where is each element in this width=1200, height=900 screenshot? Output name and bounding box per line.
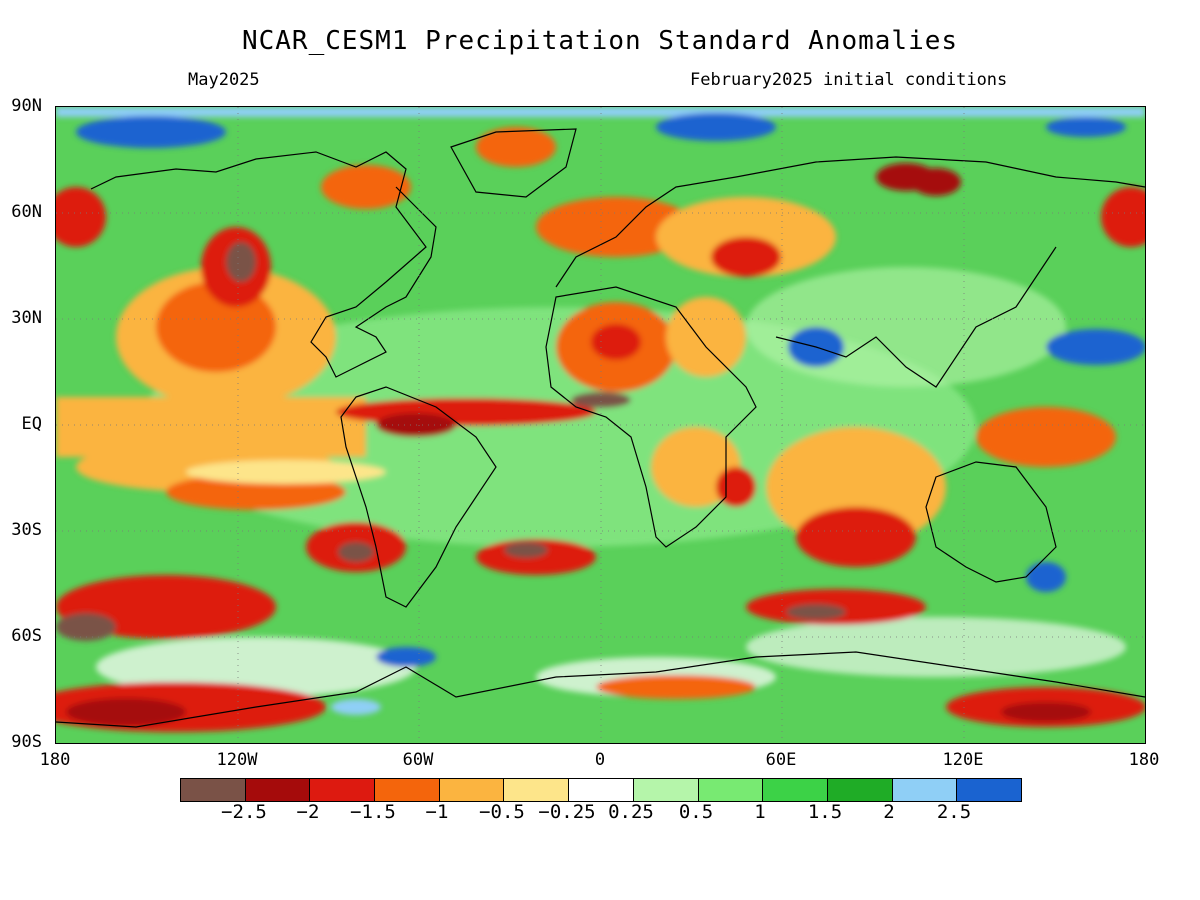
colorbar-swatch (569, 779, 634, 801)
colorbar-label: −0.25 (538, 801, 596, 823)
lon-label-120e: 120E (942, 750, 984, 770)
chart-title: NCAR_CESM1 Precipitation Standard Anomal… (241, 26, 959, 56)
lat-label-90n: 90N (11, 96, 42, 116)
south-america-coast (340, 386, 497, 608)
lat-label-60n: 60N (11, 202, 42, 222)
colorbar-label: 1 (754, 801, 766, 823)
lon-label-60e: 60E (765, 750, 797, 770)
colorbar-swatch (310, 779, 376, 801)
colorbar-label: 1.5 (807, 801, 843, 823)
australia-coast (925, 461, 1057, 583)
lat-label-eq: EQ (21, 414, 42, 434)
colorbar (180, 778, 1022, 802)
colorbar-swatch (957, 779, 1021, 801)
colorbar-label: −1.5 (350, 801, 396, 823)
lat-label-30s: 30S (11, 520, 42, 540)
colorbar-swatch (633, 779, 699, 801)
colorbar-swatch (892, 779, 958, 801)
north-america-coast (90, 151, 437, 378)
colorbar-label: 2.5 (936, 801, 972, 823)
lon-label-180e: 180 (1128, 750, 1160, 770)
lat-label-60s: 60S (11, 626, 42, 646)
colorbar-swatch (245, 779, 311, 801)
colorbar-label: 0.5 (678, 801, 714, 823)
lat-label-90s: 90S (11, 732, 42, 752)
antarctica-coast (56, 651, 1145, 728)
colorbar-label: −2.5 (221, 801, 267, 823)
anomaly-map (55, 106, 1146, 744)
colorbar-label: 2 (883, 801, 895, 823)
eurasia-coast (555, 156, 1145, 388)
colorbar-swatch (375, 779, 440, 801)
colorbar-swatch (504, 779, 570, 801)
colorbar-label: −2 (296, 801, 320, 823)
colorbar-swatch (763, 779, 828, 801)
lon-label-0: 0 (594, 750, 606, 770)
colorbar-label: −0.5 (479, 801, 525, 823)
lon-label-180w: 180 (39, 750, 71, 770)
colorbar-swatch (181, 779, 246, 801)
colorbar-swatch (698, 779, 764, 801)
colorbar-swatch (827, 779, 893, 801)
africa-coast (545, 286, 757, 548)
lat-label-30n: 30N (11, 308, 42, 328)
grid-lines (56, 107, 1145, 743)
colorbar-label: 0.25 (608, 801, 654, 823)
colorbar-label: −1 (425, 801, 449, 823)
lon-label-60w: 60W (402, 750, 434, 770)
forecast-month: May2025 (188, 70, 260, 90)
initial-conditions: February2025 initial conditions (690, 70, 1008, 90)
colorbar-swatch (439, 779, 505, 801)
lon-label-120w: 120W (216, 750, 258, 770)
coastlines (56, 128, 1145, 728)
greenland-coast (450, 128, 577, 198)
